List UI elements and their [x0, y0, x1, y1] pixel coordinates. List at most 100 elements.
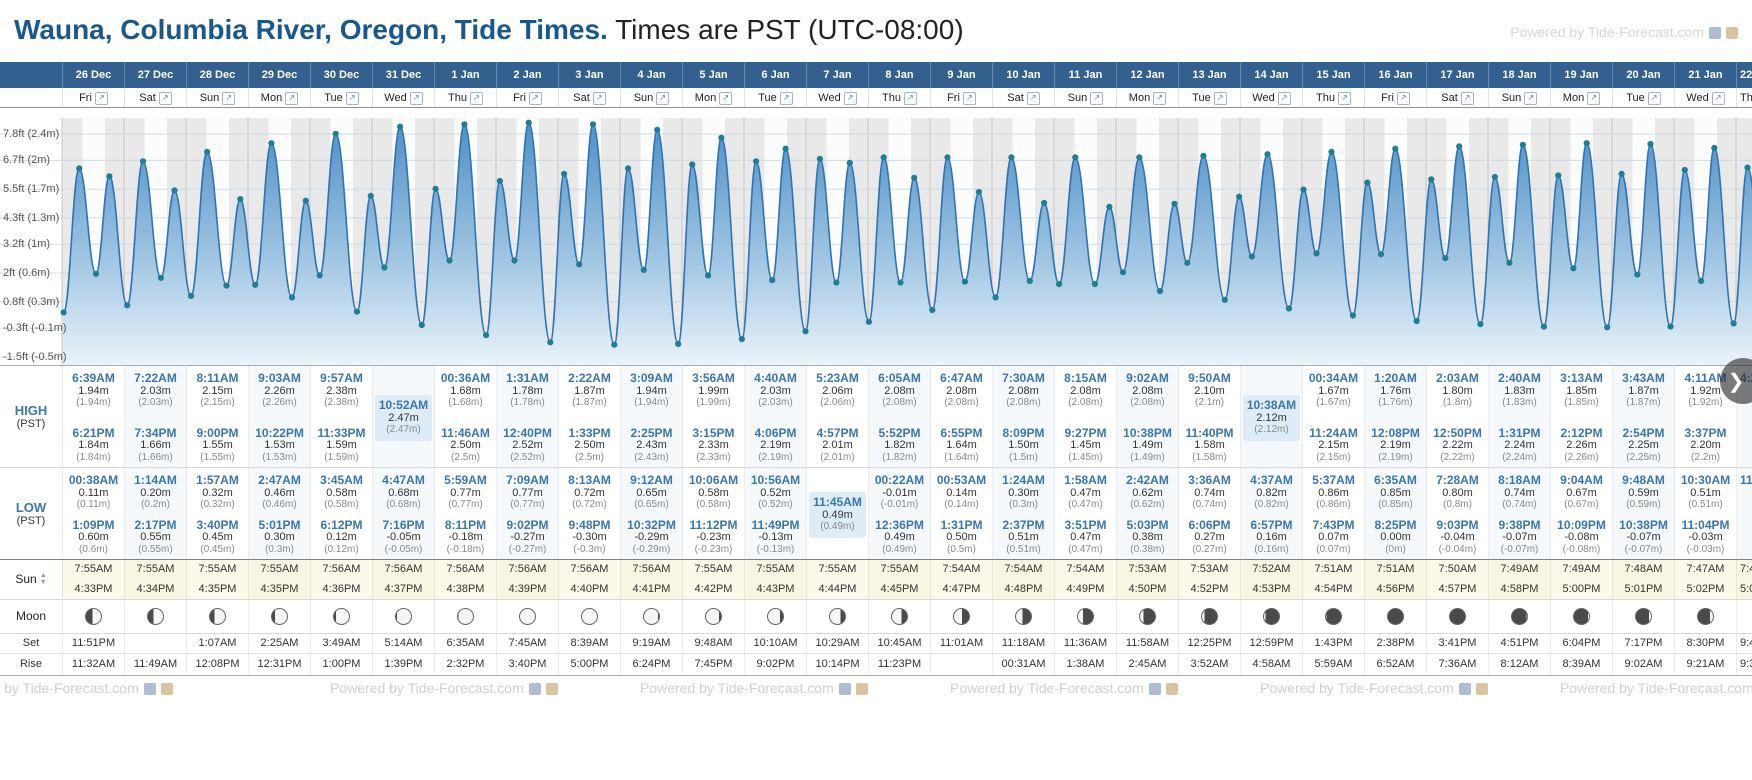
tide-height-paren: (1.55m): [200, 451, 235, 463]
expand-day-icon[interactable]: ↗: [1026, 91, 1040, 105]
tide-height-paren: (0.11m): [76, 499, 111, 510]
expand-day-icon[interactable]: ↗: [779, 91, 793, 105]
tide-height-paren: (-0.07m): [1624, 543, 1663, 555]
date-header-cell: 10 Jan: [992, 62, 1054, 88]
next-page-button[interactable]: ❯: [1720, 358, 1752, 404]
high-tide-cell: 2:22AM 1.87m (1.87m) 1:33PM 2.50m (2.5m): [558, 365, 620, 467]
chart-column-area: [1116, 108, 1178, 365]
moon-phase-icon: [1325, 607, 1342, 625]
expand-day-icon[interactable]: ↗: [1153, 91, 1167, 105]
tide-time: 6:55PM: [940, 425, 983, 440]
expand-day-icon[interactable]: ↗: [1711, 91, 1725, 105]
tide-time: 2:03AM: [1436, 371, 1479, 385]
expand-day-icon[interactable]: ↗: [285, 91, 299, 105]
expand-day-icon[interactable]: ↗: [1277, 91, 1291, 105]
tide-height: 0.74m: [1504, 486, 1535, 499]
watermark-text: Powered by Tide-Forecast.com: [1510, 24, 1704, 40]
sunrise-time: 7:55AM: [124, 559, 186, 579]
day-of-week-cell: Tue ↗: [1612, 88, 1674, 108]
moon-phase-icon: [1139, 607, 1156, 625]
high-tide-cell: 00:36AM 1.68m (1.68m) 11:46AM 2.50m (2.5m): [434, 365, 496, 467]
moon-phase-cell: [1116, 599, 1178, 633]
tide-time: 9:00PM: [196, 425, 239, 440]
tide-entry: 1:57AM 0.32m (0.32m): [187, 474, 248, 512]
sunset-time: 4:42PM: [682, 579, 744, 599]
expand-day-icon[interactable]: ↗: [409, 91, 423, 105]
chart-column-area: [1302, 108, 1364, 365]
high-tide-cell: 9:02AM 2.08m (2.08m) 10:38PM 1.49m (1.49m): [1116, 365, 1178, 467]
low-timezone-label: (PST): [16, 514, 46, 527]
expand-day-icon[interactable]: ↗: [469, 91, 483, 105]
expand-day-icon[interactable]: ↗: [345, 91, 359, 105]
expand-day-icon[interactable]: ↗: [222, 91, 236, 105]
moonrise-time: 2:32PM: [434, 653, 496, 675]
expand-day-icon[interactable]: ↗: [1587, 91, 1601, 105]
expand-day-icon[interactable]: ↗: [903, 91, 917, 105]
tide-entry: 10:56AM 0.52m (0.52m): [745, 474, 806, 512]
tide-time: 2:22AM: [568, 371, 611, 385]
tide-height-paren: (2.25m): [1626, 451, 1661, 463]
expand-day-icon[interactable]: ↗: [528, 91, 542, 105]
tide-height-paren: (1.78m): [510, 397, 545, 408]
moonrise-time: [930, 653, 992, 675]
tide-entry: 12:50PM 2.22m (2.22m): [1427, 426, 1488, 465]
low-tide-cell: 9:04AM 0.67m (0.67m) 10:09PM -0.08m (-0.08m): [1550, 467, 1612, 559]
expand-day-icon[interactable]: ↗: [592, 91, 606, 105]
tide-height-paren: (-0.13m): [756, 543, 795, 555]
tide-time: 11:1: [1740, 473, 1752, 487]
tide-entry: 3:45AM 0.58m (0.58m): [311, 474, 372, 512]
sunset-time: 4:58PM: [1488, 579, 1550, 599]
tide-height: 0.11m: [78, 486, 109, 499]
high-tide-cell: 7:22AM 2.03m (2.03m) 7:34PM 1.66m (1.66m): [124, 365, 186, 467]
sunrise-time: 7:49AM: [1488, 559, 1550, 579]
low-label: LOW: [15, 499, 47, 515]
expand-day-icon[interactable]: ↗: [962, 91, 976, 105]
moonset-row-label: Set: [0, 633, 62, 653]
tide-height-paren: (1.92m): [1688, 397, 1723, 408]
tide-height-paren: (1.58m): [1192, 451, 1227, 463]
date-header-cell: 3 Jan: [558, 62, 620, 88]
tide-height-paren: (0.2m): [141, 499, 170, 510]
tide-height: 2.08m: [1070, 384, 1101, 397]
expand-day-icon[interactable]: ↗: [1337, 91, 1351, 105]
low-tide-cell: 7:09AM 0.77m (0.77m) 9:02PM -0.27m (-0.27m): [496, 467, 558, 559]
tide-time: 9:57AM: [320, 371, 363, 385]
expand-day-icon[interactable]: ↗: [719, 91, 733, 105]
expand-day-icon[interactable]: ↗: [1090, 91, 1104, 105]
expand-day-icon[interactable]: ↗: [158, 91, 172, 105]
tide-entry: 9:48PM -0.30m (-0.3m): [559, 518, 620, 557]
tide-height: 2.20m: [1690, 439, 1721, 451]
low-tide-cell: 1:24AM 0.30m (0.3m) 2:37PM 0.51m (0.51m): [992, 467, 1054, 559]
chart-column-area: [186, 108, 248, 365]
date-header-cell: 6 Jan: [744, 62, 806, 88]
expand-day-icon[interactable]: ↗: [1524, 91, 1538, 105]
moon-phase-cell: [1302, 599, 1364, 633]
expand-day-icon[interactable]: ↗: [843, 91, 857, 105]
expand-day-icon[interactable]: ↗: [94, 91, 108, 105]
high-tide-cell: 9:50AM 2.10m (2.1m) 11:40PM 1.58m (1.58m): [1178, 365, 1240, 467]
expand-day-icon[interactable]: ↗: [1396, 91, 1410, 105]
tide-height-paren: (0.58m): [324, 499, 359, 510]
tide-time: 2:54PM: [1622, 425, 1665, 440]
watermark-text: Powered by Tide-Forecast.com: [1560, 680, 1752, 696]
expand-day-icon[interactable]: ↗: [1647, 91, 1661, 105]
tide-height: 1.94m: [78, 384, 109, 397]
tide-time: 2:17PM: [134, 517, 177, 532]
day-of-week-cell: Thu ↗: [1302, 88, 1364, 108]
chart-column-area: [1054, 108, 1116, 365]
day-of-week-label: Mon: [1562, 92, 1585, 104]
expand-day-icon[interactable]: ↗: [1460, 91, 1474, 105]
tide-entry: 7:09AM 0.77m (0.77m): [497, 474, 558, 512]
moon-phase-cell: [1736, 599, 1752, 633]
sunset-time: 4:48PM: [992, 579, 1054, 599]
tide-height: 1.68m: [450, 384, 481, 397]
expand-day-icon[interactable]: ↗: [656, 91, 670, 105]
tide-time: 3:56AM: [692, 371, 735, 385]
tide-height: 2.15m: [202, 384, 233, 397]
chart-column-area: [248, 108, 310, 365]
tide-height-paren: (0.45m): [200, 543, 235, 555]
moonrise-time: 6:24PM: [620, 653, 682, 675]
tide-entry: 3:40PM 0.45m (0.45m): [187, 518, 248, 557]
expand-day-icon[interactable]: ↗: [1213, 91, 1227, 105]
tide-entry: 5:03PM 0.38m (0.38m): [1117, 518, 1178, 557]
